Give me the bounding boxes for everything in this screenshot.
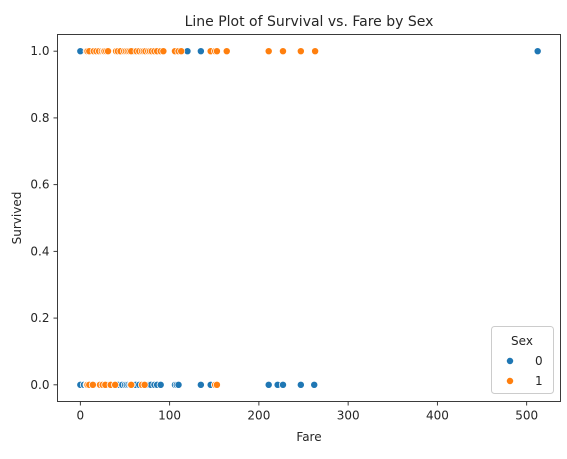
x-tick-label: 200 [247,409,270,423]
y-ticks: 0.0 0.2 0.4 0.6 0.8 1.0 [30,44,58,392]
data-point-sex-0 [533,47,542,56]
y-axis-label: Survived [10,192,24,245]
legend-title: Sex [511,334,533,348]
x-tick-label: 0 [77,409,85,423]
x-tick-label: 400 [426,409,449,423]
data-point-sex-0 [296,380,305,389]
data-point-sex-0 [196,47,205,56]
data-point-sex-0 [310,380,319,389]
legend: Sex 01 [491,326,554,394]
data-point-sex-1 [104,47,112,56]
x-axis-label: Fare [296,430,321,444]
y-tick-label: 0.0 [30,378,49,392]
legend-marker-sex-0 [506,357,514,365]
legend-entries: 01 [506,354,543,388]
data-point-sex-0 [279,380,287,389]
data-point-sex-1 [127,380,136,389]
data-point-sex-1 [159,47,168,56]
data-point-sex-1 [222,47,231,56]
y-tick-label: 1.0 [30,44,49,58]
x-tick-label: 100 [158,409,181,423]
x-tick-label: 300 [337,409,360,423]
data-point-sex-0 [174,380,183,389]
data-point-sex-1 [177,47,186,56]
y-tick-label: 0.2 [30,311,49,325]
data-point-sex-1 [264,47,273,56]
legend-marker-sex-1 [506,377,514,385]
legend-label-sex-0: 0 [535,354,543,368]
y-tick-label: 0.4 [30,244,49,258]
data-point-sex-0 [156,380,165,389]
chart-title: Line Plot of Survival vs. Fare by Sex [185,14,434,30]
data-point-sex-1 [140,380,149,389]
data-point-sex-0 [196,380,205,389]
data-point-sex-1 [88,380,97,389]
data-point-sex-0 [264,380,273,389]
points-layer [76,47,542,389]
data-point-sex-1 [111,380,120,389]
data-point-sex-1 [212,380,221,389]
data-point-sex-1 [311,47,320,56]
x-ticks: 0 100 200 300 400 500 [77,401,538,423]
y-tick-label: 0.6 [30,178,49,192]
legend-label-sex-1: 1 [535,374,543,388]
y-tick-label: 0.8 [30,111,49,125]
plot-frame [57,34,561,402]
data-point-sex-1 [279,47,287,56]
legend-box [491,326,554,394]
data-point-sex-1 [296,47,305,56]
x-tick-label: 500 [515,409,538,423]
data-point-sex-1 [212,47,221,56]
